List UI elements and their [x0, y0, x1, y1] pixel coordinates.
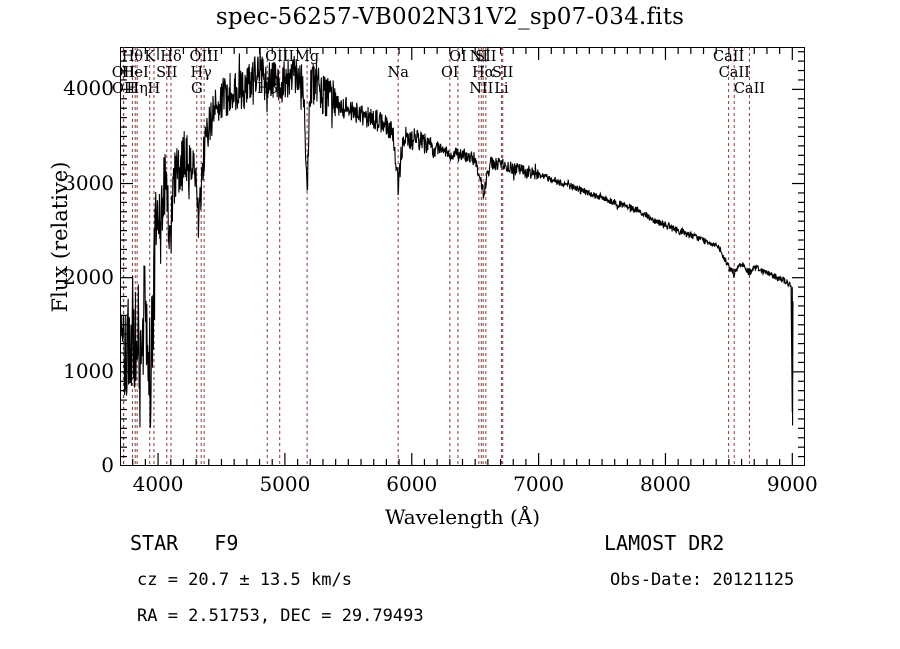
spectral-line-label: NI [469, 49, 489, 65]
spectral-line-label: H [147, 81, 161, 97]
spectral-line-label: Hδ [160, 49, 182, 65]
spectral-line-label: SII [492, 65, 514, 81]
y-tick-label: 2000 [63, 264, 114, 289]
spectral-line-label: Hα [471, 65, 495, 81]
spectrum-canvas [120, 47, 805, 466]
spectral-line-label: OII [111, 65, 136, 81]
cz-value: cz = 20.7 ± 13.5 km/s [137, 570, 352, 590]
spectral-line-label: CaII [733, 81, 766, 97]
spectral-line-label: Hθ [121, 49, 144, 65]
spectral-line-label: OIII [189, 49, 219, 65]
survey-label: LAMOST DR2 [604, 531, 725, 555]
spectral-line-label: Li [494, 81, 509, 97]
spectral-line-label: OIII [265, 49, 295, 65]
spectral-line-label: G [190, 81, 203, 97]
y-tick-label: 3000 [63, 170, 114, 195]
spectral-line-label: HeI [121, 65, 149, 81]
x-tick-label: 7000 [513, 472, 565, 496]
spectral-line-label: Hβ [256, 81, 278, 97]
coordinates-value: RA = 2.51753, DEC = 29.79493 [137, 606, 424, 626]
y-axis-tick-labels: 0 1000 2000 3000 4000 [30, 47, 114, 477]
x-tick-label: 6000 [386, 472, 438, 496]
spectral-line-label: K [144, 49, 156, 65]
spectral-line-label: OII [112, 81, 136, 97]
object-type-label: STAR F9 [130, 531, 238, 555]
page-title: spec-56257-VB002N31V2_sp07-034.fits [215, 4, 685, 30]
x-tick-label: 4000 [132, 472, 184, 496]
spectral-line-label: Na [387, 65, 409, 81]
y-tick-label: 4000 [63, 76, 114, 101]
object-type-value: STAR [130, 531, 179, 555]
x-tick-label: 5000 [259, 472, 311, 496]
spectral-line-label: OI [449, 49, 467, 65]
spectral-line-label: Mg [295, 49, 320, 65]
spectral-line-label: Hγ [190, 65, 212, 81]
spectral-class-value: F9 [214, 531, 239, 555]
y-tick-label: 0 [101, 453, 114, 477]
spectrum-trace [120, 47, 794, 429]
spectral-line-label: SII [475, 49, 497, 65]
spectral-line-label: SII [156, 65, 178, 81]
plot-area [120, 47, 805, 466]
spectral-line-label: NII [469, 81, 494, 97]
x-tick-label: 9000 [766, 472, 818, 496]
spectral-line-label: CaII [718, 65, 750, 81]
x-tick-label: 8000 [640, 472, 691, 496]
x-axis-tick-labels: 4000 5000 6000 7000 8000 9000 [120, 472, 818, 500]
x-axis-title: Wavelength (Å) [384, 505, 541, 529]
spectral-line-label: OI [441, 65, 459, 81]
spectral-line-label: Hη [126, 81, 148, 97]
obs-date-value: Obs-Date: 20121125 [610, 570, 795, 590]
spectral-line-label: CaII [713, 49, 745, 65]
y-axis-title: Flux (relative) [48, 161, 72, 313]
y-tick-label: 1000 [63, 358, 114, 383]
